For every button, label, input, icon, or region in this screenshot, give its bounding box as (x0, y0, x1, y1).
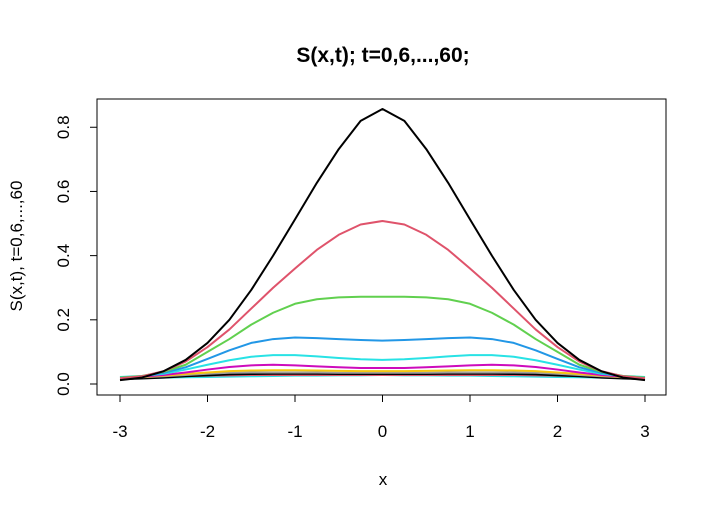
series-layer (119, 107, 646, 382)
x-tick-label: 1 (465, 422, 474, 441)
y-tick-label: 0.4 (54, 244, 73, 268)
x-axis: -3 -2 -1 0 1 2 3 (112, 394, 650, 441)
x-tick-label: 2 (553, 422, 562, 441)
x-tick-label: -2 (200, 422, 215, 441)
series-line-t-30 (119, 363, 646, 379)
series-line-t-24 (119, 354, 646, 378)
y-axis: 0.0 0.2 0.4 0.6 0.8 (54, 115, 98, 396)
y-axis-title: S(x,t), t=0,6,...,60 (7, 181, 26, 312)
x-tick-label: 0 (378, 422, 387, 441)
x-axis-title: x (379, 470, 388, 489)
y-tick-label: 0.0 (54, 372, 73, 396)
x-tick-label: -1 (287, 422, 302, 441)
y-tick-label: 0.8 (54, 115, 73, 139)
series-line-t-18 (119, 336, 646, 379)
series-line-t-0 (119, 107, 646, 382)
x-tick-label: 3 (640, 422, 649, 441)
series-line-t-42 (119, 371, 646, 379)
series-line-t-36 (119, 369, 646, 379)
y-tick-label: 0.2 (54, 308, 73, 332)
series-line-t-48 (119, 372, 646, 381)
x-tick-label: -3 (112, 422, 127, 441)
y-tick-label: 0.6 (54, 180, 73, 204)
chart-title: S(x,t); t=0,6,...,60; (296, 44, 469, 67)
series-line-t-6 (119, 219, 646, 380)
plot-area-frame (96, 98, 667, 396)
series-line-t-12 (119, 295, 646, 379)
